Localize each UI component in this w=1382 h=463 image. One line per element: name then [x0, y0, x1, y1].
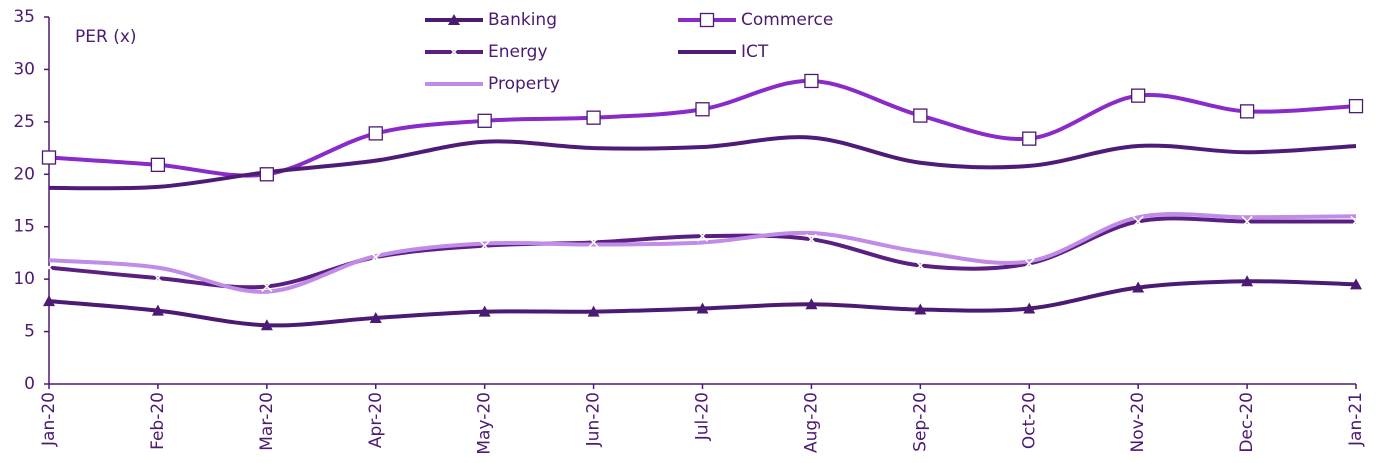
marker [448, 46, 460, 58]
marker [479, 240, 491, 252]
marker [1239, 104, 1255, 119]
marker [1350, 278, 1362, 290]
marker [1131, 88, 1146, 103]
x-tick-label: Aug-20 [801, 392, 821, 453]
marker [804, 73, 819, 89]
x-tick-label: Mar-20 [257, 392, 277, 451]
y-tick-label: 0 [24, 374, 35, 394]
y-tick-label: 5 [24, 322, 35, 342]
marker [588, 236, 600, 249]
x-tick-label: Nov-20 [1128, 392, 1148, 453]
y-tick-label: 15 [13, 217, 35, 237]
series-line [48, 78, 1357, 178]
marker [477, 113, 492, 128]
series-line [48, 135, 1357, 191]
y-tick-label: 35 [13, 7, 35, 27]
marker [1023, 302, 1036, 314]
x-tick-label: Sep-20 [910, 392, 930, 452]
marker [259, 167, 274, 182]
y-tick-label: 25 [13, 112, 35, 132]
y-tick-label: 30 [13, 59, 35, 79]
marker [586, 110, 601, 125]
series-line [48, 216, 1356, 290]
marker [1132, 281, 1145, 293]
marker [43, 295, 55, 307]
marker [369, 311, 382, 323]
legend-label: Energy [488, 42, 548, 62]
marker [1022, 131, 1037, 146]
marker [699, 12, 715, 28]
x-tick-label: Jul-20 [693, 392, 713, 441]
marker [914, 259, 926, 272]
y-tick-label: 10 [13, 269, 35, 289]
marker [1241, 215, 1253, 228]
marker [151, 304, 164, 316]
marker [805, 298, 818, 310]
marker [152, 272, 164, 284]
marker [41, 150, 57, 165]
x-tick-label: Dec-20 [1237, 392, 1257, 453]
marker [1350, 215, 1362, 228]
marker [370, 251, 382, 263]
marker [448, 14, 460, 25]
legend-label: Property [488, 74, 560, 94]
x-tick-label: Oct-20 [1019, 392, 1039, 449]
marker [478, 305, 491, 317]
marker [261, 280, 273, 293]
legend: Banking Commerce Energy ICT Property [425, 10, 833, 94]
legend-label: Banking [488, 10, 557, 30]
legend-label: Commerce [741, 10, 833, 30]
marker [1132, 215, 1144, 228]
x-tick-label: Jan-20 [39, 392, 59, 447]
x-tick-label: Apr-20 [366, 392, 386, 448]
y-axis-label: PER (x) [75, 27, 137, 47]
marker [696, 230, 709, 242]
legend-label: ICT [741, 42, 769, 62]
y-tick-label: 20 [13, 164, 35, 184]
marker [805, 233, 817, 245]
x-tick-label: Feb-20 [148, 392, 168, 450]
x-tick-label: May-20 [475, 392, 495, 455]
marker [696, 302, 709, 314]
marker [150, 157, 166, 172]
marker [587, 305, 600, 317]
marker [1023, 257, 1035, 269]
marker [260, 319, 273, 331]
marker [695, 102, 710, 117]
marker [1241, 275, 1254, 287]
marker [914, 303, 927, 315]
x-tick-label: Jan-21 [1346, 392, 1366, 447]
marker [368, 126, 383, 141]
series-line [48, 212, 1357, 294]
marker [43, 262, 55, 274]
marker [913, 108, 928, 123]
marker [1348, 98, 1364, 114]
x-tick-label: Jun-20 [584, 392, 604, 447]
